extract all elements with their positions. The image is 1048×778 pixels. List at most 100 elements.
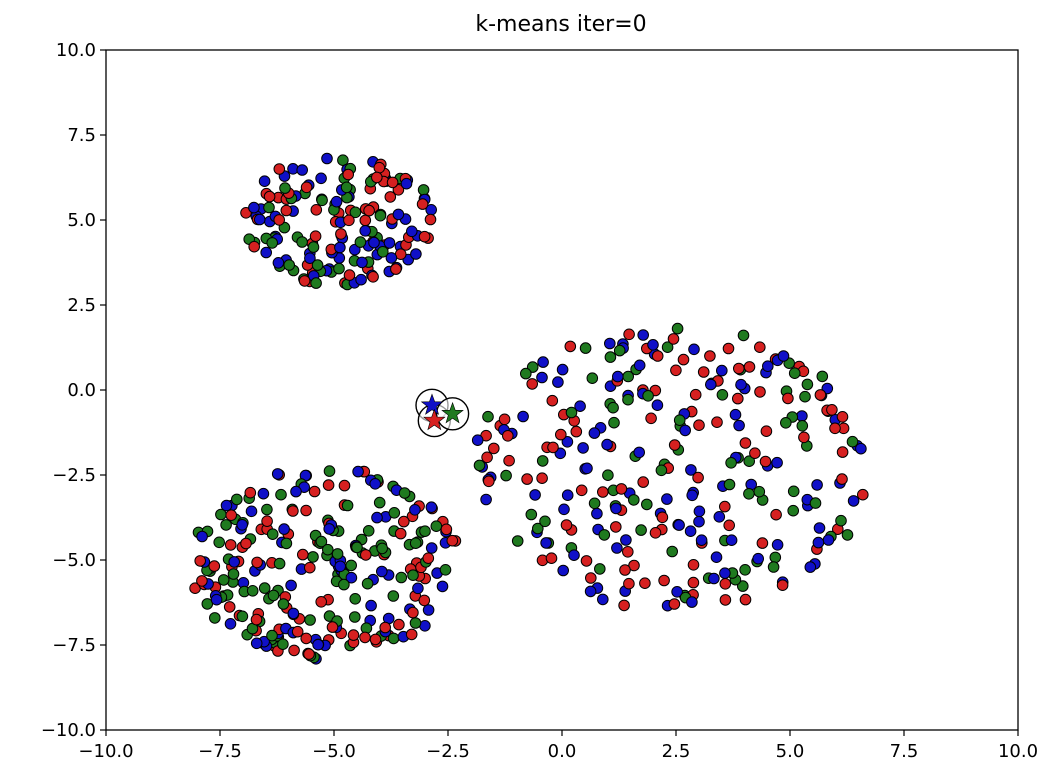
data-point [591,507,603,520]
data-point [628,494,640,506]
data-point [619,564,631,576]
data-point [258,582,271,594]
data-point [368,236,380,249]
data-point [561,436,574,448]
data-point [311,259,324,271]
data-point [410,248,422,260]
data-point [376,542,389,555]
data-point [287,607,300,620]
data-point [637,476,650,488]
data-point [387,590,400,602]
data-point [298,275,311,287]
data-point [540,537,552,549]
data-point [689,388,702,401]
data-point [321,152,333,165]
data-point [804,561,817,573]
data-point [739,564,751,576]
data-point [217,574,230,586]
data-point [398,487,411,499]
data-point [611,542,623,554]
data-point [813,522,826,534]
data-point [565,406,578,419]
data-point [564,340,577,353]
data-point [419,525,431,538]
x-tick-label: 7.5 [890,741,919,762]
data-point [579,342,592,354]
data-point [277,598,290,610]
data-point [743,361,756,373]
data-point [307,551,319,563]
data-point [315,535,328,548]
data-point [739,593,752,606]
data-point [560,519,573,531]
data-point [677,353,690,366]
data-point [655,464,668,477]
data-point [280,204,293,217]
data-point [310,204,323,216]
data-point [369,478,382,490]
data-point [223,601,236,613]
data-point [546,394,559,407]
data-point [316,194,328,207]
data-point [651,399,664,412]
data-point [608,416,620,429]
data-point [575,484,588,497]
data-point [371,171,383,184]
data-point [526,378,539,390]
data-point [686,489,699,502]
data-point [240,207,252,219]
data-point [240,537,252,550]
data-point [855,442,867,455]
data-point [857,488,869,501]
data-point [196,530,208,543]
data-point [788,367,801,380]
data-point [307,241,320,253]
data-point [658,574,670,587]
data-point [246,585,259,597]
data-point [635,524,647,536]
data-point [684,525,697,538]
data-point [594,563,606,575]
data-point [425,542,438,554]
data-point [809,497,822,509]
data-point [236,610,249,623]
data-point [753,485,766,498]
data-point [430,520,443,533]
data-point [796,410,808,422]
data-point [300,632,313,645]
data-point [488,442,500,455]
data-point [483,475,495,488]
data-point [693,419,705,432]
data-point [266,528,279,541]
data-point [719,500,731,513]
data-point [725,534,738,547]
data-point [710,551,723,564]
data-point [220,519,232,531]
x-tick-label: 2.5 [662,741,691,762]
data-point [277,638,289,651]
data-point [502,430,514,442]
plot-area-frame [105,49,1019,731]
data-point [377,246,389,258]
data-point [771,539,784,551]
data-point [521,473,533,485]
data-point [796,420,809,432]
y-tick-label: −2.5 [52,465,96,486]
data-point [278,523,290,535]
data-point [369,633,382,646]
data-point [384,191,397,203]
data-point [584,585,597,598]
data-point [568,549,580,562]
data-point [374,209,387,222]
data-point [352,465,364,478]
data-point [777,350,790,362]
x-tick-label: 0.0 [548,741,577,762]
data-point [266,629,278,642]
x-tick-label: −10.0 [78,741,133,762]
data-point [836,446,849,458]
y-tick-label: −10.0 [41,720,96,741]
data-point [708,572,720,585]
data-point [398,515,410,528]
data-point [776,579,789,592]
data-point [743,488,755,500]
